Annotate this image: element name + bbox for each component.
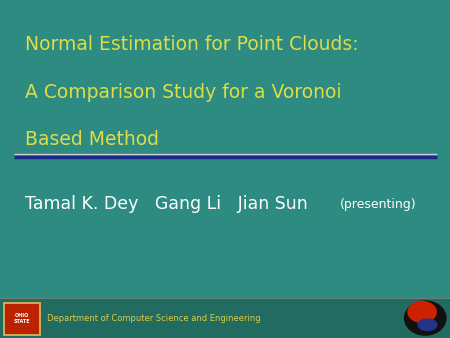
Bar [0,298,450,338]
Bar [3,302,41,336]
Circle shape [407,301,437,323]
Text: (presenting): (presenting) [340,198,416,211]
Ellipse shape [418,318,437,331]
Text: Department of Computer Science and Engineering: Department of Computer Science and Engin… [47,314,261,323]
Text: OHIO
STATE: OHIO STATE [14,313,31,324]
Text: A Comparison Study for a Voronoi: A Comparison Study for a Voronoi [25,83,341,102]
Text: Normal Estimation for Point Clouds:: Normal Estimation for Point Clouds: [25,35,358,54]
Bar [5,304,39,334]
Text: Tamal K. Dey   Gang Li   Jian Sun: Tamal K. Dey Gang Li Jian Sun [25,195,307,214]
Ellipse shape [404,300,446,336]
Text: Based Method: Based Method [25,130,159,149]
